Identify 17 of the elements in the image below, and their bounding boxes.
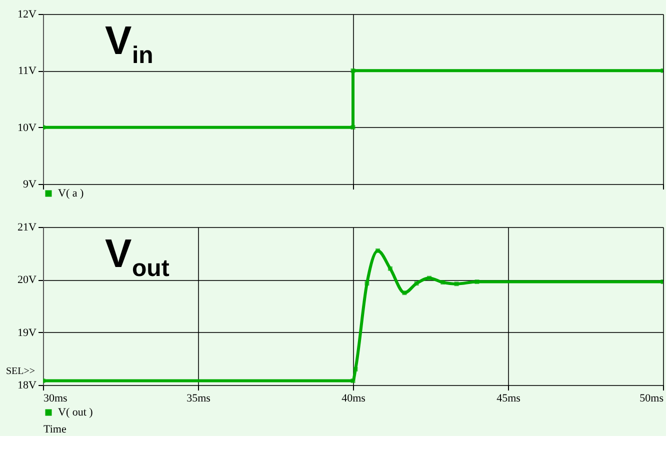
y-tick-label: 20V <box>18 274 37 286</box>
legend-label: V( out ) <box>58 406 94 418</box>
text: SEL>> <box>6 366 36 377</box>
x-tick-label: 40ms <box>342 392 366 404</box>
x-tick-label: 50ms <box>640 392 664 404</box>
x-tick-label: 45ms <box>496 392 520 404</box>
legend-label: V( a ) <box>58 188 84 200</box>
y-tick-label: 19V <box>18 326 37 339</box>
x-axis-title: Time <box>44 424 66 436</box>
y-tick-label: 10V <box>18 122 37 134</box>
y-tick-label: 12V <box>18 8 37 20</box>
y-tick-label: 18V <box>18 380 37 392</box>
y-tick-label: 21V <box>18 222 37 234</box>
y-tick-label: 9V <box>23 178 37 190</box>
x-tick-label: 30ms <box>44 392 68 404</box>
y-tick-label: 11V <box>18 65 37 78</box>
x-tick-label: 35ms <box>186 392 210 404</box>
